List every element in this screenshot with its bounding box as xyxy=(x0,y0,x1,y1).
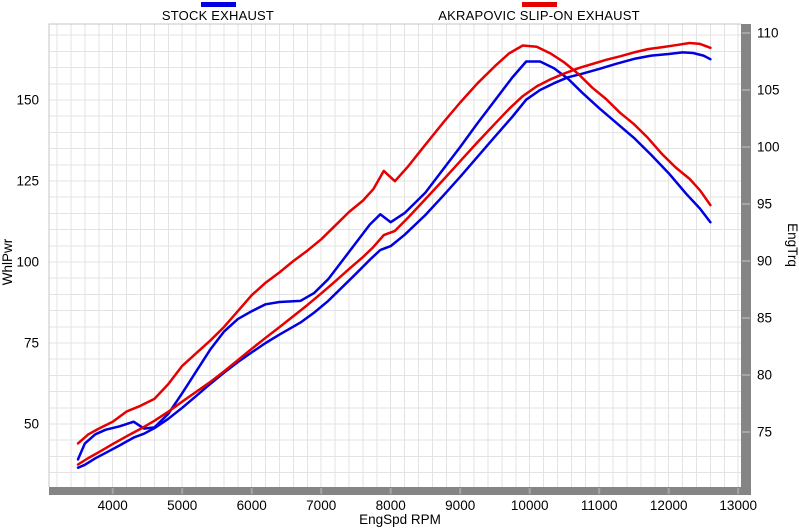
x-tick-label: 5000 xyxy=(167,498,197,513)
akrapovic-legend-swatch-icon xyxy=(521,2,557,7)
right-tick-label: 85 xyxy=(757,311,772,326)
stock-legend-label: STOCK EXHAUST xyxy=(161,8,275,23)
right-axis-bar xyxy=(741,24,751,495)
stock-torque-curve xyxy=(76,60,712,461)
right-axis-title: EngTrq xyxy=(785,223,799,267)
x-tick-label: 12000 xyxy=(650,498,688,513)
stock-legend-swatch-icon xyxy=(200,2,236,7)
stock-power-curve xyxy=(76,51,712,469)
legend-item-akrapovic: AKRAPOVIC SLIP-ON EXHAUST xyxy=(429,0,649,23)
x-axis-tick-labels: 4000 5000 6000 7000 8000 9000 10000 11000 12000 1… xyxy=(98,498,757,513)
x-tick-label: 7000 xyxy=(306,498,336,513)
x-tick-label: 9000 xyxy=(445,498,475,513)
x-tick-label: 8000 xyxy=(376,498,406,513)
legend-item-stock: STOCK EXHAUST xyxy=(148,0,288,23)
left-tick-label: 125 xyxy=(16,174,39,189)
right-tick-label: 105 xyxy=(757,83,780,98)
axis-tick-notches xyxy=(111,32,750,494)
right-tick-label: 80 xyxy=(757,368,772,383)
right-tick-label: 90 xyxy=(757,254,772,269)
x-tick-label: 13000 xyxy=(719,498,757,513)
left-tick-label: 150 xyxy=(16,93,39,108)
right-tick-label: 95 xyxy=(757,197,772,212)
right-tick-label: 75 xyxy=(757,425,772,440)
right-tick-label: 100 xyxy=(757,140,780,155)
legend: STOCK EXHAUST AKRAPOVIC SLIP-ON EXHAUST xyxy=(0,0,799,24)
left-tick-label: 100 xyxy=(16,255,39,270)
x-tick-label: 6000 xyxy=(237,498,267,513)
x-tick-label: 11000 xyxy=(581,498,618,513)
grid xyxy=(49,24,741,487)
left-tick-label: 75 xyxy=(24,336,39,351)
left-axis-tick-labels: 150 125 100 75 50 xyxy=(16,93,39,432)
akrapovic-power-curve xyxy=(76,41,712,466)
right-tick-label: 110 xyxy=(757,26,779,41)
x-axis-bar xyxy=(49,487,751,495)
left-axis-title: WhlPwr xyxy=(0,238,15,285)
right-axis-tick-labels: 110 105 100 95 90 85 80 75 xyxy=(757,26,780,440)
plot-border xyxy=(48,23,741,487)
akrapovic-legend-label: AKRAPOVIC SLIP-ON EXHAUST xyxy=(438,8,640,23)
left-tick-label: 50 xyxy=(24,417,39,432)
x-tick-label: 10000 xyxy=(511,498,549,513)
x-axis-title: EngSpd RPM xyxy=(359,512,441,527)
x-tick-label: 4000 xyxy=(98,498,128,513)
akrapovic-torque-curve xyxy=(76,44,712,445)
